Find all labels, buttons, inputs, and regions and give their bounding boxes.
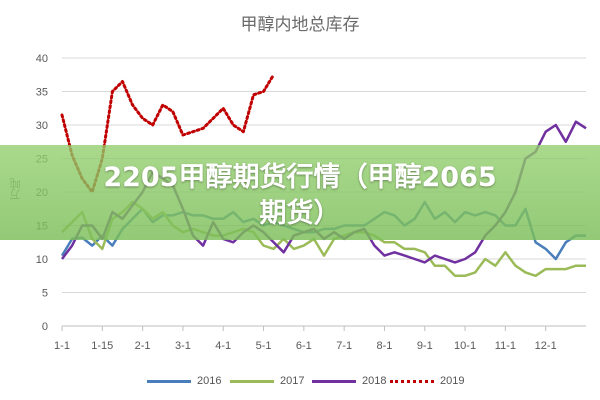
x-tick-label: 5-1: [256, 340, 272, 352]
x-tick-label: 6-1: [296, 340, 312, 352]
y-tick-label: 35: [36, 87, 48, 99]
legend-swatch-2019: [390, 379, 434, 383]
legend-item-2017: 2017: [230, 371, 304, 391]
legend-label-2018: 2018: [362, 375, 387, 387]
axes: [61, 325, 586, 331]
x-tick-label: 4-1: [215, 340, 231, 352]
x-tick-label: 12-1: [535, 340, 557, 352]
legend-item-2018: 2018: [312, 371, 386, 391]
legend-label-2017: 2017: [280, 375, 305, 387]
legend-item-2019: 2019: [390, 371, 464, 391]
y-tick-label: 0: [42, 321, 48, 333]
x-tick-label: 2-1: [135, 340, 151, 352]
overlay-line-1: 2205甲醇期货行情（甲醇2065: [103, 162, 497, 193]
chart-legend: 2016 2017 2018 2019: [0, 371, 600, 391]
legend-swatch-2018: [312, 379, 356, 383]
chart-title: 甲醇内地总库存: [240, 15, 360, 35]
x-tick-label: 11-1: [495, 340, 516, 352]
y-tick-label: 40: [36, 53, 48, 65]
legend-label-2019: 2019: [440, 375, 465, 387]
legend-label-2016: 2016: [197, 375, 222, 387]
x-tick-labels: 1-1 1-15 2-1 3-1 4-1 5-1 6-1 7-1 8-1 9-1 10-1 11-1 1…: [54, 340, 557, 352]
x-tick-label: 3-1: [175, 340, 191, 352]
overlay-headline: 2205甲醇期货行情（甲醇2065 期货）: [40, 160, 560, 232]
x-tick-label: 8-1: [377, 340, 393, 352]
x-tick-label: 1-15: [91, 340, 113, 352]
x-tick-label: 9-1: [417, 340, 433, 352]
y-tick-label: 10: [36, 254, 48, 266]
x-tick-label: 7-1: [336, 340, 352, 352]
legend-swatch-2016: [147, 379, 191, 383]
legend-item-2016: 2016: [147, 371, 221, 391]
x-tick-label: 10-1: [454, 340, 476, 352]
y-tick-label: 5: [42, 288, 48, 300]
y-tick-label: 30: [36, 120, 48, 132]
legend-swatch-2017: [230, 379, 274, 383]
overlay-banner: [0, 145, 600, 240]
x-tick-label: 1-1: [54, 340, 70, 352]
overlay-line-2: 期货）: [259, 198, 341, 229]
